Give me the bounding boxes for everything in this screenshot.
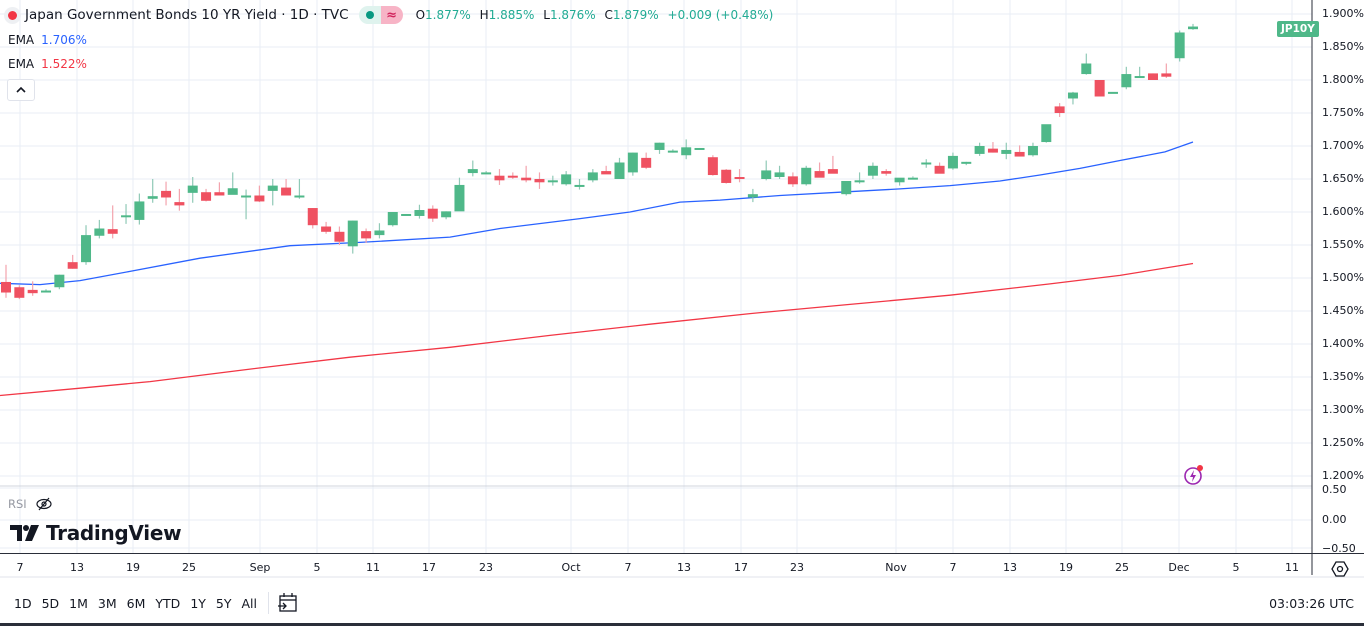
time-tick-label: Oct	[561, 561, 581, 574]
range-button-1y[interactable]: 1Y	[190, 595, 206, 611]
ema-slow-value: 1.522%	[41, 57, 87, 71]
open-label: O	[415, 8, 426, 22]
time-tick-label: 25	[1115, 561, 1129, 574]
collapse-legend-button[interactable]	[7, 79, 35, 101]
time-tick-label: Dec	[1168, 561, 1190, 574]
price-tick-label: 1.850%	[1322, 40, 1364, 53]
range-button-3m[interactable]: 3M	[97, 595, 117, 611]
range-button-5y[interactable]: 5Y	[215, 595, 232, 611]
tradingview-logo-icon	[10, 525, 39, 541]
price-tick-label: 1.900%	[1322, 7, 1364, 20]
open-value: 1.877%	[425, 8, 471, 22]
rsi-tick-label: 0.50	[1322, 483, 1347, 496]
toolbar-divider	[268, 592, 269, 614]
market-open-icon	[358, 6, 381, 24]
time-tick-label: 13	[1003, 561, 1017, 574]
price-tick-label: 1.200%	[1322, 469, 1364, 482]
low-value: 1.876%	[549, 8, 596, 22]
lightning-alert-icon[interactable]	[1183, 464, 1205, 490]
price-tick-label: 1.750%	[1322, 106, 1364, 119]
time-tick-label: 11	[366, 561, 380, 574]
time-tick-label: Sep	[249, 561, 271, 574]
rsi-pane-legend[interactable]: RSI	[8, 497, 53, 511]
time-tick-label: 7	[949, 561, 957, 574]
price-tick-label: 1.450%	[1322, 304, 1364, 317]
price-tick-label: 1.800%	[1322, 73, 1364, 86]
time-tick-label: 5	[1232, 561, 1240, 574]
time-tick-label: 19	[126, 561, 140, 574]
ema-slow-label: EMA	[8, 57, 35, 71]
range-button-1m[interactable]: 1M	[69, 595, 88, 611]
window-bottom-edge	[0, 623, 1364, 626]
delayed-data-icon: ≈	[380, 6, 403, 24]
price-tick-label: 1.500%	[1322, 271, 1364, 284]
time-tick-label: 7	[624, 561, 632, 574]
price-tick-label: 1.700%	[1322, 139, 1364, 152]
range-button-ytd[interactable]: YTD	[155, 595, 181, 611]
close-label: C	[604, 8, 613, 22]
time-tick-label: 25	[182, 561, 196, 574]
chevron-up-icon	[16, 86, 26, 93]
price-tick-label: 1.400%	[1322, 337, 1364, 350]
time-tick-label: Nov	[885, 561, 907, 574]
price-tick-label: 1.650%	[1322, 172, 1364, 185]
price-tick-label: 1.600%	[1322, 205, 1364, 218]
time-tick-label: 7	[16, 561, 24, 574]
tradingview-logo[interactable]: TradingView	[10, 521, 182, 545]
ema-fast-legend[interactable]: EMA 1.706%	[8, 33, 87, 47]
range-button-5d[interactable]: 5D	[41, 595, 60, 611]
time-tick-label: 13	[70, 561, 84, 574]
symbol-price-badge: JP10Y	[1277, 21, 1319, 37]
rsi-label: RSI	[8, 497, 27, 511]
symbol-legend: Japan Government Bonds 10 YR Yield · 1D …	[8, 6, 773, 24]
bottom-toolbar: 1D 5D 1M 3M 6M YTD 1Y 5Y All 03:03:26 UTC	[0, 583, 1364, 623]
change-value: +0.009 (+0.48%)	[667, 8, 774, 22]
ema-fast-value: 1.706%	[41, 33, 87, 47]
range-button-1d[interactable]: 1D	[14, 595, 32, 611]
low-label: L	[543, 8, 550, 22]
utc-clock[interactable]: 03:03:26 UTC	[1269, 595, 1354, 611]
price-tick-label: 1.300%	[1322, 403, 1364, 416]
ohlc-values: O1.877% H1.885% L1.876% C1.879% +0.009 (…	[411, 8, 774, 22]
symbol-title[interactable]: Japan Government Bonds 10 YR Yield · 1D …	[25, 7, 349, 23]
date-range-buttons: 1D 5D 1M 3M 6M YTD 1Y 5Y All	[0, 596, 262, 611]
ema-slow-legend[interactable]: EMA 1.522%	[8, 57, 87, 71]
data-status-pill[interactable]: ≈	[358, 6, 403, 24]
brand-name: TradingView	[46, 521, 182, 545]
ema-fast-label: EMA	[8, 33, 35, 47]
time-tick-label: 17	[422, 561, 436, 574]
price-tick-label: 1.250%	[1322, 436, 1364, 449]
range-button-all[interactable]: All	[241, 595, 258, 611]
time-tick-label: 23	[790, 561, 804, 574]
range-button-6m[interactable]: 6M	[126, 595, 146, 611]
time-tick-label: 13	[677, 561, 691, 574]
time-tick-label: 11	[1285, 561, 1299, 574]
settings-hexagon-icon	[1331, 561, 1349, 577]
price-tick-label: 1.550%	[1322, 238, 1364, 251]
price-tick-label: 1.350%	[1322, 370, 1364, 383]
rsi-tick-label: 0.00	[1322, 513, 1347, 526]
high-value: 1.885%	[488, 8, 535, 22]
time-tick-label: 19	[1059, 561, 1073, 574]
rsi-tick-label: −0.50	[1322, 542, 1356, 555]
close-value: 1.879%	[612, 8, 659, 22]
high-label: H	[479, 8, 489, 22]
time-tick-label: 23	[479, 561, 493, 574]
time-tick-label: 5	[313, 561, 321, 574]
go-to-date-calendar-icon[interactable]	[277, 592, 299, 614]
chart-settings-button[interactable]	[1330, 559, 1350, 583]
market-status-dot-icon	[8, 10, 17, 20]
eye-off-icon[interactable]	[35, 497, 53, 511]
time-tick-label: 17	[734, 561, 748, 574]
